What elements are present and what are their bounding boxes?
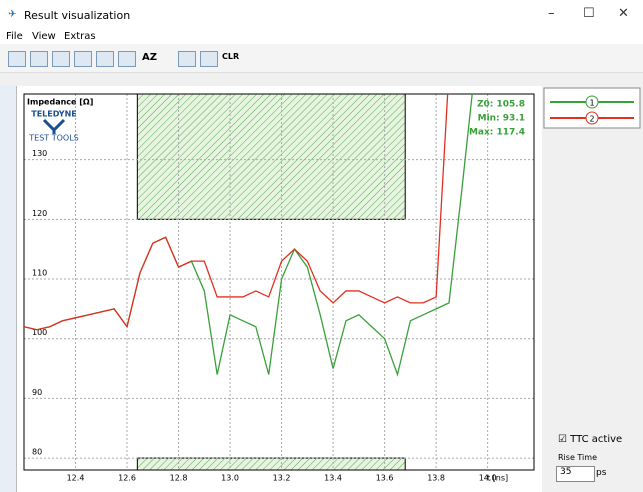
tool-button[interactable] (8, 51, 26, 67)
y-tick-label: 130 (32, 149, 47, 158)
menu-item[interactable]: View (32, 31, 56, 42)
legend-marker (585, 95, 599, 109)
annotation: Max: 117.4 (469, 128, 525, 138)
tool-button[interactable]: AZ (142, 52, 157, 63)
app-icon: ✈ (8, 9, 17, 20)
x-tick-label: 12.8 (170, 474, 188, 483)
tool-button[interactable] (74, 51, 92, 67)
checkbox[interactable]: ☑ TTC active (558, 434, 623, 445)
limit-mask (136, 457, 406, 470)
unit-label: ps (596, 468, 607, 478)
x-tick-label: 13.8 (427, 474, 445, 483)
x-tick-label: 13.0 (221, 474, 239, 483)
minimize[interactable]: – (548, 6, 555, 21)
menu-item[interactable]: Extras (64, 31, 96, 42)
y-axis-label: Impedance [Ω] (27, 98, 93, 107)
menu-bar: File View Extras (0, 30, 643, 44)
tool-button[interactable] (178, 51, 196, 67)
annotation: Z0: 105.8 (477, 100, 525, 110)
y-tick-label: 90 (32, 388, 42, 397)
menu-item[interactable]: File (6, 31, 23, 42)
tool-button[interactable] (52, 51, 70, 67)
window-title: Result visualization (24, 9, 131, 22)
y-tick-label: 120 (32, 209, 47, 218)
x-axis-label: t [ns] (487, 474, 508, 483)
logo-mark (42, 118, 66, 134)
plot-frame (23, 93, 535, 471)
background-panel (0, 86, 17, 492)
y-tick-label: 110 (32, 269, 47, 278)
checkbox-label: TTC active (570, 434, 623, 445)
toolbar: AZ CLR (0, 44, 643, 73)
x-tick-label: 13.4 (324, 474, 342, 483)
tool-button[interactable] (30, 51, 48, 67)
x-tick-label: 12.4 (67, 474, 85, 483)
rise-time-input[interactable]: 35 (556, 466, 595, 482)
tool-button[interactable]: CLR (222, 52, 240, 61)
legend-label: 1 (589, 99, 594, 108)
y-tick-label: 100 (32, 328, 47, 337)
field-label: Rise Time (558, 453, 597, 462)
title-bar: ✈ Result visualization – ☐ ✕ (0, 0, 643, 30)
x-tick-label: 14.0 (479, 474, 497, 483)
tool-button[interactable] (200, 51, 218, 67)
close[interactable]: ✕ (618, 6, 629, 21)
series-line (24, 94, 449, 331)
x-tick-label: 13.2 (273, 474, 291, 483)
x-tick-label: 12.6 (118, 474, 136, 483)
legend-marker (585, 111, 599, 125)
y-tick-label: 80 (32, 448, 42, 457)
x-tick-label: 13.6 (376, 474, 394, 483)
logo-text: TEST TOOLS (28, 134, 78, 143)
chart: 80 90 100 110 120 130 12.4 12.6 12.8 13.0 13.2 13.4… (17, 86, 542, 492)
annotation: Min: 93.1 (478, 114, 525, 124)
limit-mask (136, 94, 406, 220)
legend-label: 2 (589, 115, 594, 124)
tool-button[interactable] (118, 51, 136, 67)
legend: 12 (543, 87, 641, 129)
logo-text: TELEDYNE (31, 110, 77, 119)
tool-button[interactable] (96, 51, 114, 67)
maximize[interactable]: ☐ (583, 6, 595, 21)
